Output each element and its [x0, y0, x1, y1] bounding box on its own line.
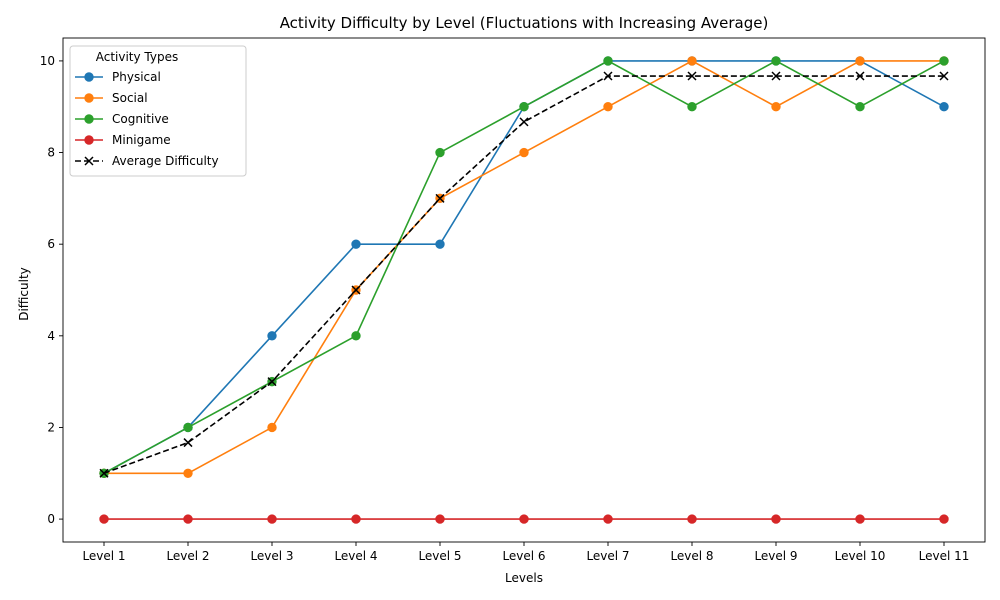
data-point	[351, 331, 361, 341]
data-point	[435, 514, 445, 524]
data-point	[687, 56, 697, 66]
data-point	[351, 514, 361, 524]
marker-stroke	[939, 71, 949, 81]
y-tick-label: 4	[47, 329, 55, 343]
x-tick-label: Level 11	[919, 549, 970, 563]
legend-entry: Cognitive	[75, 112, 169, 126]
data-point	[939, 56, 949, 66]
data-point	[519, 117, 529, 127]
legend-label: Average Difficulty	[112, 154, 219, 168]
legend-label: Social	[112, 91, 148, 105]
data-point	[855, 514, 865, 524]
data-point	[267, 377, 277, 387]
data-point	[351, 239, 361, 249]
x-tick-label: Level 8	[670, 549, 713, 563]
marker-stroke	[267, 377, 277, 387]
legend-entry: Minigame	[75, 133, 171, 147]
data-point	[687, 102, 697, 112]
legend-label: Minigame	[112, 133, 171, 147]
y-tick-label: 6	[47, 237, 55, 251]
legend-marker	[84, 114, 94, 124]
legend-label: Cognitive	[112, 112, 169, 126]
data-point	[267, 514, 277, 524]
legend-marker	[84, 156, 94, 166]
y-tick-label: 0	[47, 512, 55, 526]
legend-label: Physical	[112, 70, 161, 84]
legend: Activity Types Physical Social Cognitive Mi…	[69, 45, 247, 177]
marker-stroke	[855, 71, 865, 81]
data-point	[855, 102, 865, 112]
marker-stroke	[519, 117, 529, 127]
data-point	[183, 438, 193, 448]
marker-stroke	[351, 285, 361, 295]
data-point	[351, 285, 361, 295]
y-tick-label: 10	[40, 54, 55, 68]
data-point	[435, 147, 445, 158]
data-point	[771, 514, 781, 524]
data-point	[519, 147, 529, 158]
x-axis-label: Levels	[505, 571, 543, 585]
legend-marker	[84, 93, 94, 103]
data-point	[603, 102, 613, 112]
legend-title: Activity Types	[96, 50, 179, 64]
legend-entry: Average Difficulty	[75, 154, 219, 168]
data-point	[519, 514, 529, 524]
data-point	[435, 193, 445, 203]
legend-box	[69, 45, 247, 177]
data-point	[687, 514, 697, 524]
marker-stroke	[99, 468, 109, 478]
data-point	[183, 468, 193, 478]
data-point	[267, 331, 277, 341]
data-point	[939, 514, 949, 524]
data-point	[603, 514, 613, 524]
data-point	[855, 71, 865, 81]
marker-stroke	[771, 71, 781, 81]
data-point	[771, 71, 781, 81]
data-point	[435, 239, 445, 249]
data-point	[519, 102, 529, 112]
data-point	[603, 71, 613, 81]
x-tick-label: Level 5	[418, 549, 461, 563]
legend-entry: Social	[75, 91, 148, 105]
x-tick-label: Level 4	[334, 549, 377, 563]
series-average-difficulty	[99, 71, 949, 478]
y-axis-label: Difficulty	[17, 267, 31, 321]
data-point	[687, 71, 697, 81]
x-tick-label: Level 6	[502, 549, 545, 563]
data-point	[99, 514, 109, 524]
legend-marker	[84, 72, 94, 82]
data-point	[855, 56, 865, 66]
data-point	[939, 71, 949, 81]
chart-title: Activity Difficulty by Level (Fluctuatio…	[280, 14, 769, 32]
legend-marker	[84, 135, 94, 145]
data-point	[939, 102, 949, 112]
data-point	[99, 468, 109, 478]
x-tick-label: Level 10	[835, 549, 886, 563]
y-tick-label: 2	[47, 420, 55, 434]
x-tick-label: Level 2	[166, 549, 209, 563]
series-line	[103, 75, 944, 475]
y-tick-label: 8	[47, 146, 55, 160]
x-tick-label: Level 1	[82, 549, 125, 563]
x-tick-label: Level 3	[250, 549, 293, 563]
marker-stroke	[603, 71, 613, 81]
data-point	[183, 514, 193, 524]
marker-stroke	[84, 156, 94, 166]
x-tick-label: Level 7	[586, 549, 629, 563]
data-point	[771, 56, 781, 66]
data-point	[183, 422, 193, 433]
marker-stroke	[183, 438, 193, 448]
data-point	[267, 422, 277, 433]
legend-entry: Physical	[75, 70, 161, 84]
marker-stroke	[435, 193, 445, 203]
series-minigame	[99, 514, 949, 524]
x-tick-label: Level 9	[754, 549, 797, 563]
data-point	[603, 56, 613, 66]
data-point	[771, 102, 781, 112]
plot-area: Level 1 Level 2 Level 3 Level 4 Level 5 Level…	[40, 37, 986, 563]
marker-stroke	[687, 71, 697, 81]
